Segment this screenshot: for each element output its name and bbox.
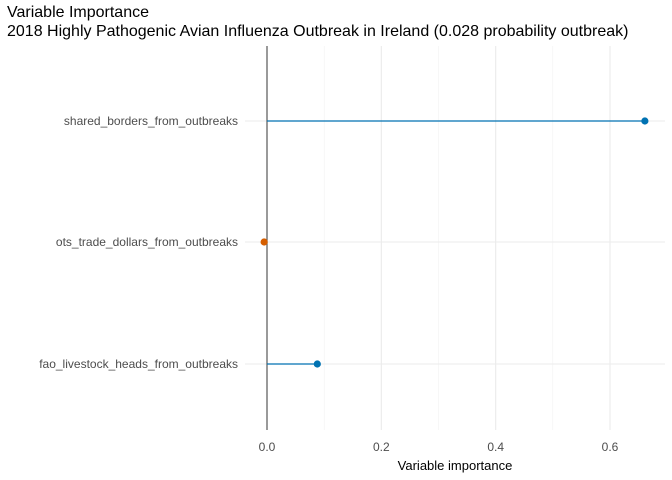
y-tick-label: shared_borders_from_outbreaks xyxy=(64,114,238,128)
y-tick-label: ots_trade_dollars_from_outbreaks xyxy=(56,235,238,249)
lollipop-point xyxy=(313,360,321,368)
chart-subtitle: 2018 Highly Pathogenic Avian Influenza O… xyxy=(7,23,629,40)
y-tick-label: fao_livestock_heads_from_outbreaks xyxy=(39,357,238,371)
x-tick-label: 0.6 xyxy=(602,440,619,454)
grid-lines xyxy=(245,46,665,430)
x-tick-label: 0.0 xyxy=(259,440,276,454)
x-tick-label: 0.4 xyxy=(487,440,504,454)
y-tick-labels: shared_borders_from_outbreaks ots_trade_d… xyxy=(39,114,238,371)
x-tick-label: 0.2 xyxy=(373,440,390,454)
x-axis-title: Variable importance xyxy=(398,458,513,473)
chart-title: Variable Importance xyxy=(7,4,149,21)
lollipop-point xyxy=(641,117,649,125)
lollipop-point xyxy=(260,238,268,246)
data-marks xyxy=(260,117,649,368)
x-tick-labels: 0.0 0.2 0.4 0.6 xyxy=(259,440,619,454)
